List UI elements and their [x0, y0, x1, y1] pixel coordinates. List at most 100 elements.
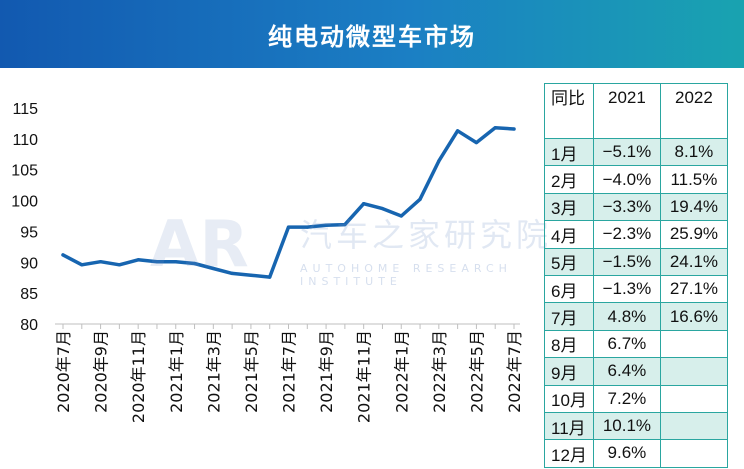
- yoy-cell-2022: [659, 384, 728, 413]
- yoy-cell-2022: 24.1%: [659, 247, 728, 276]
- yoy-row: 9月 6.4%: [544, 357, 728, 386]
- yoy-cell-2021: −4.0%: [592, 165, 661, 194]
- yoy-cell-2021: −2.3%: [592, 220, 661, 249]
- data-point: [437, 159, 441, 163]
- yoy-cell-month: 3月: [544, 192, 594, 222]
- data-point: [456, 129, 460, 133]
- yoy-row: 2月 −4.0% 11.5%: [544, 165, 728, 194]
- yoy-cell-2022: 11.5%: [659, 165, 728, 194]
- yoy-cell-2022: [659, 411, 728, 441]
- chart-title: 纯电动微型车市场: [268, 22, 476, 51]
- x-tick-label: 2020年7月: [54, 330, 73, 413]
- data-point: [117, 263, 121, 267]
- yoy-cell-2022: [659, 357, 728, 386]
- data-point: [493, 126, 497, 130]
- x-tick-label: 2022年7月: [505, 330, 524, 413]
- yoy-row: 6月 −1.3% 27.1%: [544, 274, 728, 304]
- yoy-cell-2021: 9.6%: [592, 439, 661, 468]
- data-point: [174, 260, 178, 264]
- x-tick-label: 2021年9月: [317, 330, 336, 413]
- data-point: [399, 214, 403, 218]
- y-tick-label: 100: [11, 194, 38, 211]
- yoy-cell-2022: [659, 329, 728, 359]
- yoy-header-2022: 2022: [659, 83, 728, 139]
- yoy-row: 12月 9.6%: [544, 439, 728, 468]
- yoy-cell-2021: −1.5%: [592, 247, 661, 276]
- data-point: [136, 258, 140, 262]
- y-tick-label: 80: [20, 317, 38, 334]
- yoy-cell-2022: 19.4%: [659, 192, 728, 222]
- data-point: [249, 273, 253, 277]
- x-tick-label: 2021年1月: [167, 330, 186, 413]
- yoy-cell-2021: 7.2%: [592, 384, 661, 413]
- yoy-cell-month: 8月: [544, 329, 594, 359]
- yoy-cell-month: 7月: [544, 302, 594, 331]
- yoy-cell-2021: −3.3%: [592, 192, 661, 222]
- x-tick-label: 2022年1月: [392, 330, 411, 413]
- data-point: [286, 225, 291, 229]
- data-point: [61, 253, 65, 257]
- data-point: [362, 202, 366, 206]
- yoy-row: 4月 −2.3% 25.9%: [544, 220, 728, 249]
- data-point: [230, 271, 234, 275]
- data-point: [155, 260, 159, 264]
- yoy-cell-2022: 27.1%: [659, 274, 728, 304]
- yoy-cell-month: 1月: [544, 137, 594, 167]
- yoy-table-header: 同比 2021 2022: [544, 83, 728, 139]
- data-point: [305, 225, 309, 229]
- yoy-row: 1月 −5.1% 8.1%: [544, 137, 728, 167]
- y-tick-label: 115: [12, 101, 38, 118]
- data-point: [192, 261, 197, 266]
- yoy-cell-month: 11月: [544, 411, 594, 441]
- yoy-cell-2021: −5.1%: [592, 137, 661, 167]
- x-tick-label: 2021年11月: [355, 330, 374, 423]
- yoy-cell-2021: −1.3%: [592, 274, 661, 304]
- data-point: [268, 275, 272, 279]
- yoy-cell-month: 2月: [544, 165, 594, 194]
- x-tick-label: 2021年7月: [280, 330, 299, 413]
- y-tick-label: 105: [11, 163, 38, 180]
- yoy-cell-2022: 25.9%: [659, 220, 728, 249]
- yoy-row: 8月 6.7%: [544, 329, 728, 359]
- yoy-cell-month: 10月: [544, 384, 594, 413]
- y-tick-label: 85: [20, 286, 38, 303]
- data-point: [80, 263, 84, 267]
- yoy-cell-2022: [659, 439, 728, 468]
- yoy-cell-2021: 4.8%: [592, 302, 661, 331]
- line-chart: 80 85 90 95 100 105 110 115 2020年7月 2020年9月 2020年1…: [11, 101, 524, 423]
- yoy-cell-month: 9月: [544, 357, 594, 386]
- yoy-cell-month: 5月: [544, 247, 594, 276]
- data-point: [418, 197, 422, 201]
- x-tick-label: 2021年5月: [242, 330, 261, 413]
- yoy-row: 11月 10.1%: [544, 411, 728, 441]
- data-point: [324, 223, 328, 227]
- x-tick-label: 2020年11月: [129, 330, 148, 423]
- yoy-cell-2021: 10.1%: [592, 411, 661, 441]
- yoy-row: 7月 4.8% 16.6%: [544, 302, 728, 331]
- yoy-table: 同比 2021 2022 1月 −5.1% 8.1% 2月 −4.0% 11.5% 3月 −3…: [544, 83, 728, 468]
- yoy-cell-2021: 6.7%: [592, 329, 661, 359]
- yoy-cell-month: 6月: [544, 274, 594, 304]
- yoy-row: 5月 −1.5% 24.1%: [544, 247, 728, 276]
- x-tick-label: 2022年5月: [467, 330, 486, 413]
- y-tick-label: 90: [20, 255, 38, 272]
- yoy-row: 3月 −3.3% 19.4%: [544, 192, 728, 222]
- x-tick-label: 2021年3月: [204, 330, 223, 413]
- chart-title-banner: 纯电动微型车市场: [0, 0, 744, 68]
- yoy-header-label: 同比: [544, 83, 594, 139]
- data-point: [474, 140, 479, 145]
- y-tick-label: 110: [12, 132, 38, 149]
- series-line: [61, 125, 516, 279]
- yoy-header-2021: 2021: [592, 83, 661, 139]
- yoy-cell-2021: 6.4%: [592, 357, 661, 386]
- yoy-cell-month: 12月: [544, 439, 594, 468]
- x-tick-label: 2020年9月: [92, 330, 111, 413]
- data-point: [211, 266, 215, 271]
- yoy-cell-2022: 16.6%: [659, 302, 728, 331]
- yoy-cell-month: 4月: [544, 220, 594, 249]
- yoy-row: 10月 7.2%: [544, 384, 728, 413]
- data-point: [98, 260, 103, 264]
- yoy-cell-2022: 8.1%: [659, 137, 728, 167]
- data-point: [512, 127, 516, 131]
- data-point: [343, 223, 347, 227]
